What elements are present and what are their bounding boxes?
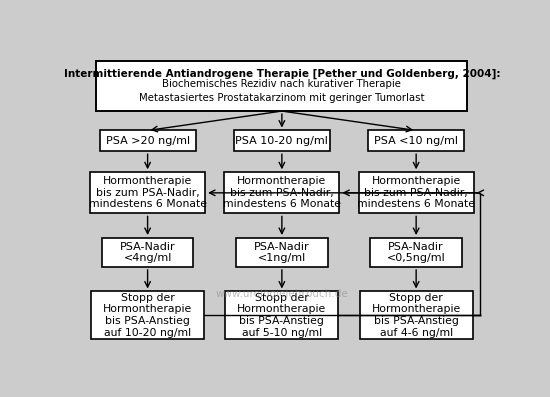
Text: Hormontherapie
bis zum PSA-Nadir,
mindestens 6 Monate: Hormontherapie bis zum PSA-Nadir, mindes…: [223, 176, 341, 210]
Text: PSA 10-20 ng/ml: PSA 10-20 ng/ml: [235, 136, 328, 146]
FancyBboxPatch shape: [100, 131, 196, 151]
Text: Hormontherapie
bis zum PSA-Nadir,
mindestens 6 Monate: Hormontherapie bis zum PSA-Nadir, mindes…: [357, 176, 475, 210]
Text: PSA <10 ng/ml: PSA <10 ng/ml: [374, 136, 458, 146]
FancyBboxPatch shape: [360, 291, 472, 339]
Text: PSA-Nadir
<4ng/ml: PSA-Nadir <4ng/ml: [120, 242, 175, 263]
Text: Stopp der
Hormontherapie
bis PSA-Anstieg
auf 4-6 ng/ml: Stopp der Hormontherapie bis PSA-Anstieg…: [371, 293, 461, 337]
FancyBboxPatch shape: [90, 172, 205, 214]
Text: PSA >20 ng/ml: PSA >20 ng/ml: [106, 136, 190, 146]
FancyBboxPatch shape: [368, 131, 464, 151]
FancyBboxPatch shape: [234, 131, 330, 151]
FancyBboxPatch shape: [226, 291, 338, 339]
FancyBboxPatch shape: [224, 172, 339, 214]
FancyBboxPatch shape: [236, 238, 328, 267]
FancyBboxPatch shape: [96, 61, 468, 111]
Text: Hormontherapie
bis zum PSA-Nadir,
mindestens 6 Monate: Hormontherapie bis zum PSA-Nadir, mindes…: [89, 176, 207, 210]
FancyBboxPatch shape: [359, 172, 474, 214]
FancyBboxPatch shape: [102, 238, 194, 267]
Text: www.urologielehrbuch.de: www.urologielehrbuch.de: [216, 289, 348, 299]
Text: Stopp der
Hormontherapie
bis PSA-Anstieg
auf 5-10 ng/ml: Stopp der Hormontherapie bis PSA-Anstieg…: [237, 293, 327, 337]
Text: Metastasiertes Prostatakarzinom mit geringer Tumorlast: Metastasiertes Prostatakarzinom mit geri…: [139, 93, 425, 103]
Text: PSA-Nadir
<0,5ng/ml: PSA-Nadir <0,5ng/ml: [387, 242, 446, 263]
Text: Stopp der
Hormontherapie
bis PSA-Anstieg
auf 10-20 ng/ml: Stopp der Hormontherapie bis PSA-Anstieg…: [103, 293, 192, 337]
Text: Intermittierende Antiandrogene Therapie [Pether und Goldenberg, 2004]:: Intermittierende Antiandrogene Therapie …: [64, 69, 500, 79]
FancyBboxPatch shape: [370, 238, 462, 267]
Text: PSA-Nadir
<1ng/ml: PSA-Nadir <1ng/ml: [254, 242, 310, 263]
Text: Biochemisches Rezidiv nach kurativer Therapie: Biochemisches Rezidiv nach kurativer The…: [162, 79, 402, 89]
FancyBboxPatch shape: [91, 291, 204, 339]
